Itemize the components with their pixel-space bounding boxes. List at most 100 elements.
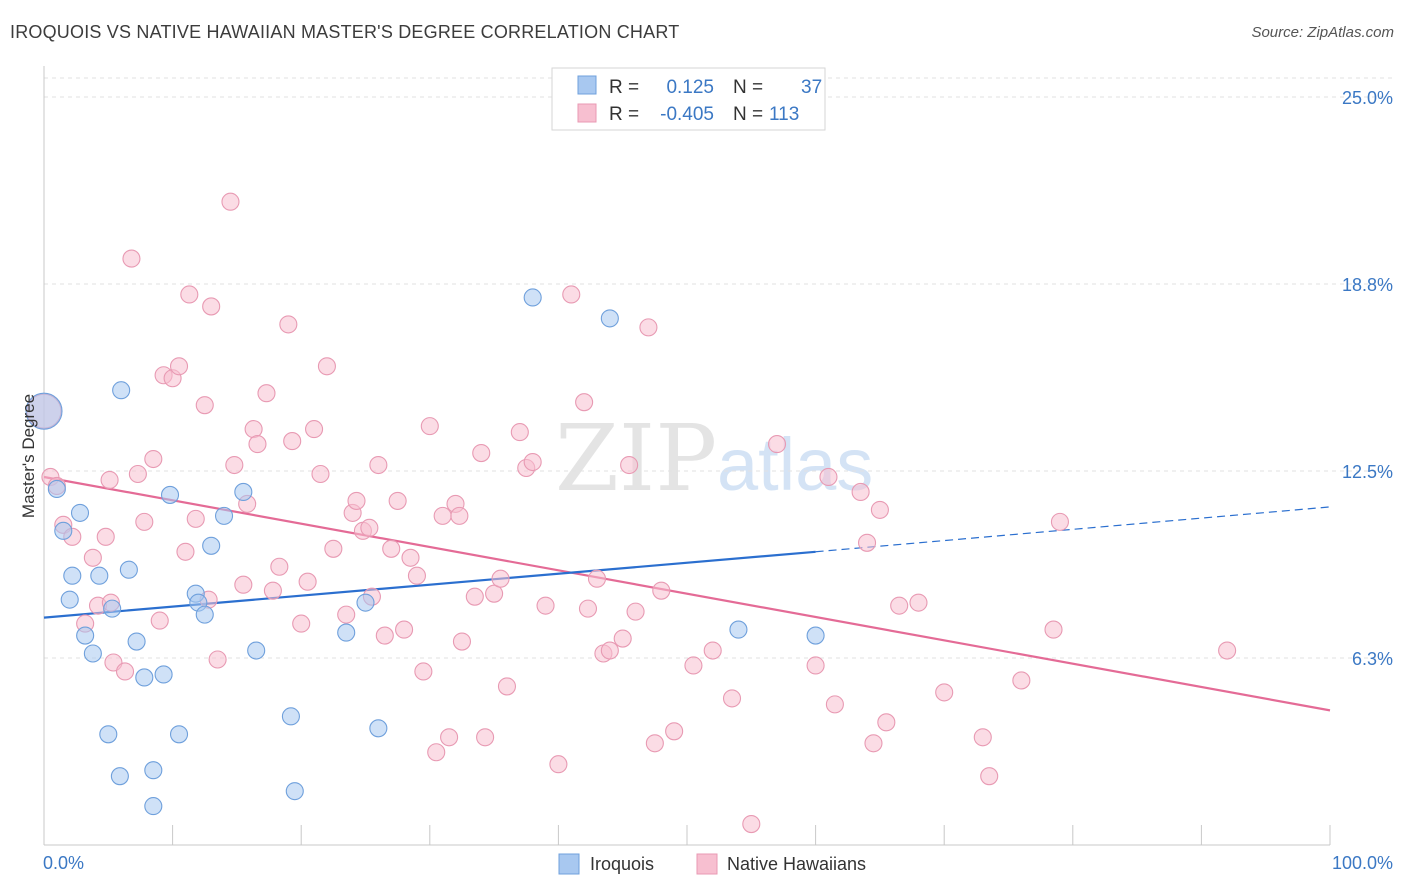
native-hawaiians-point (536, 596, 555, 615)
native-hawaiians-point (767, 435, 787, 454)
iroquois-point (25, 392, 63, 430)
y-tick-label-3: 25.0% (1342, 88, 1393, 108)
native-hawaiians-point (665, 722, 684, 741)
native-hawaiians-point (292, 614, 311, 633)
native-hawaiians-point (128, 464, 147, 484)
native-hawaiians-point (819, 467, 838, 487)
native-hawaiians-point (973, 728, 992, 747)
native-hawaiians-point (225, 455, 244, 475)
series-legend: Iroquois Native Hawaiians (558, 853, 866, 875)
native-hawaiians-point (825, 695, 844, 714)
native-hawaiians-point (587, 569, 607, 588)
iroquois-point (806, 626, 825, 645)
trend-lines (43, 475, 1331, 712)
iroquois-point (63, 566, 82, 585)
iroquois-trend-extension (815, 506, 1331, 553)
iroquois-point (285, 782, 304, 801)
native-hawaiians-point (186, 509, 205, 528)
native-hawaiians-point (96, 527, 115, 546)
native-hawaiians-point (283, 432, 302, 451)
iroquois-point (247, 641, 266, 660)
legend-swatch-hawaiian (577, 103, 597, 123)
native-hawaiians-point (1218, 641, 1237, 660)
native-hawaiians-point (433, 506, 452, 525)
native-hawaiians-point (465, 587, 484, 606)
iroquois-point (160, 485, 180, 504)
iroquois-point (523, 288, 542, 307)
native-hawaiians-point (613, 629, 632, 648)
iroquois-point (202, 536, 221, 555)
legend-n-label-1: N = (733, 77, 763, 98)
y-axis-title: Master's Degree (19, 394, 38, 518)
native-hawaiians-points (26, 192, 1237, 834)
native-hawaiians-point (324, 539, 343, 558)
native-hawaiians-point (115, 662, 135, 681)
native-hawaiians-point (360, 518, 379, 537)
native-hawaiians-point (195, 396, 214, 415)
native-hawaiians-point (909, 593, 928, 612)
native-hawaiians-point (169, 357, 189, 376)
native-hawaiians-point (452, 632, 472, 651)
iroquois-point (234, 482, 253, 501)
native-hawaiians-point (472, 443, 491, 463)
native-hawaiians-point (645, 734, 664, 753)
native-hawaiians-point (420, 417, 439, 436)
native-hawaiians-point (414, 662, 433, 681)
native-hawaiians-point (485, 584, 504, 603)
native-hawaiians-point (491, 569, 510, 588)
native-hawaiians-point (382, 539, 401, 558)
axes (43, 66, 1331, 846)
native-hawaiians-point (980, 767, 999, 786)
native-hawaiians-point (562, 285, 581, 304)
native-hawaiians-point (549, 755, 568, 774)
native-hawaiians-point (806, 656, 825, 675)
native-hawaiians-point (150, 611, 169, 630)
native-hawaiians-point (244, 420, 263, 439)
native-hawaiians-point (575, 393, 594, 412)
chart-title: IROQUOIS VS NATIVE HAWAIIAN MASTER'S DEG… (10, 22, 680, 42)
native-hawaiians-point (1050, 512, 1069, 531)
native-hawaiians-point (722, 689, 742, 708)
legend-n-label-2: N = (733, 104, 763, 125)
bottom-legend-swatch-hawaiian (696, 853, 718, 875)
native-hawaiians-point (257, 384, 276, 403)
y-tick-label-0: 6.3% (1352, 649, 1393, 669)
native-hawaiians-point (864, 734, 883, 753)
legend-box (551, 67, 826, 131)
legend-n-value-1: 37 (801, 77, 822, 98)
native-hawaiians-point (202, 297, 221, 316)
legend-r-value-2: -0.405 (660, 104, 714, 125)
native-hawaiians-point (122, 249, 141, 268)
legend-n-value-2: 113 (769, 104, 799, 125)
native-hawaiians-point (208, 650, 227, 669)
native-hawaiians-trend-line (43, 475, 1331, 712)
legend-r-value-1: 0.125 (666, 77, 714, 98)
native-hawaiians-point (523, 452, 542, 472)
y-tick-label-2: 18.8% (1342, 275, 1393, 295)
native-hawaiians-point (510, 423, 529, 442)
native-hawaiians-point (1044, 620, 1063, 639)
legend-r-label-1: R = (609, 77, 639, 98)
native-hawaiians-point (742, 815, 761, 834)
iroquois-point (90, 566, 109, 585)
iroquois-point (54, 521, 73, 540)
native-hawaiians-point (135, 512, 154, 531)
native-hawaiians-point (279, 315, 298, 334)
native-hawaiians-point (935, 683, 954, 702)
bottom-legend-label-hawaiian: Native Hawaiians (727, 854, 866, 874)
iroquois-point (112, 381, 131, 400)
native-hawaiians-point (305, 420, 324, 439)
iroquois-point (83, 644, 102, 663)
iroquois-point (600, 309, 619, 328)
native-hawaiians-point (298, 572, 317, 591)
watermark-zip: ZIP (555, 405, 717, 512)
watermark: ZIP atlas (555, 405, 873, 512)
iroquois-point (110, 767, 129, 786)
legend-swatch-iroquois (577, 75, 597, 95)
native-hawaiians-point (497, 677, 517, 696)
native-hawaiians-point (144, 449, 163, 469)
bottom-legend-label-iroquois: Iroquois (590, 854, 654, 874)
native-hawaiians-point (180, 285, 199, 304)
native-hawaiians-point (652, 581, 671, 600)
